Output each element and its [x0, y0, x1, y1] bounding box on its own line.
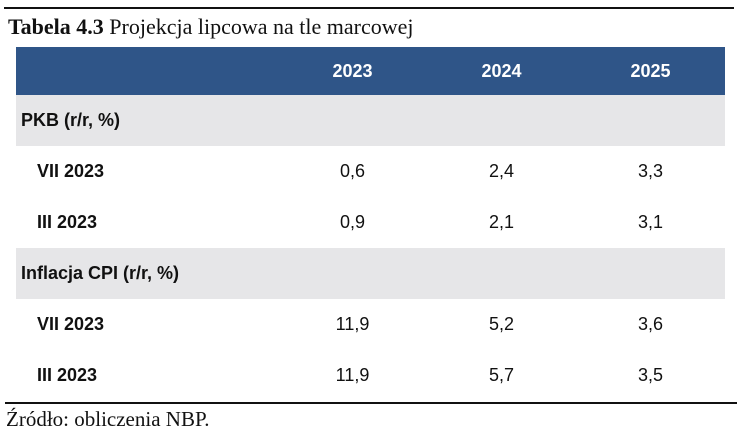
header-row: 2023 2024 2025 — [16, 47, 725, 95]
row-label: III 2023 — [37, 365, 98, 385]
section-row: Inflacja CPI (r/r, %) — [16, 248, 725, 299]
header-2024: 2024 — [427, 47, 576, 95]
header-2023: 2023 — [278, 47, 427, 95]
value-cell: 2,4 — [488, 161, 515, 181]
projection-table: 2023 2024 2025 PKB (r/r, %) VII 2023 0,6 2,… — [16, 47, 725, 401]
table-row: VII 2023 0,6 2,4 3,3 — [16, 146, 725, 197]
row-label: VII 2023 — [37, 161, 105, 181]
table-row: III 2023 0,9 2,1 3,1 — [16, 197, 725, 248]
value-cell: 5,7 — [488, 365, 515, 385]
source-note: Źródło: obliczenia NBP. — [6, 407, 210, 431]
value-cell: 0,6 — [339, 161, 366, 181]
value-cell: 3,5 — [637, 365, 664, 385]
value-cell: 5,2 — [488, 314, 515, 334]
table-row: VII 2023 11,9 5,2 3,6 — [16, 299, 725, 350]
row-label: III 2023 — [37, 212, 98, 232]
value-cell: 0,9 — [339, 212, 366, 232]
header-2025: 2025 — [576, 47, 725, 95]
bottom-rule — [5, 402, 737, 404]
section-label: Inflacja CPI (r/r, %) — [16, 248, 725, 299]
value-cell: 11,9 — [335, 314, 370, 334]
table-row: III 2023 11,9 5,7 3,5 — [16, 350, 725, 401]
header-blank — [16, 47, 278, 95]
section-label: PKB (r/r, %) — [16, 95, 725, 146]
value-cell: 3,6 — [637, 314, 664, 334]
table-title: Tabela 4.3 Projekcja lipcowa na tle marc… — [8, 14, 414, 40]
row-label: VII 2023 — [37, 314, 105, 334]
value-cell: 11,9 — [335, 365, 370, 385]
value-cell: 3,3 — [637, 161, 664, 181]
table-number: Tabela 4.3 — [8, 14, 104, 39]
top-rule — [4, 7, 734, 9]
table-caption: Projekcja lipcowa na tle marcowej — [103, 14, 414, 39]
value-cell: 3,1 — [637, 212, 664, 232]
value-cell: 2,1 — [488, 212, 515, 232]
section-row: PKB (r/r, %) — [16, 95, 725, 146]
